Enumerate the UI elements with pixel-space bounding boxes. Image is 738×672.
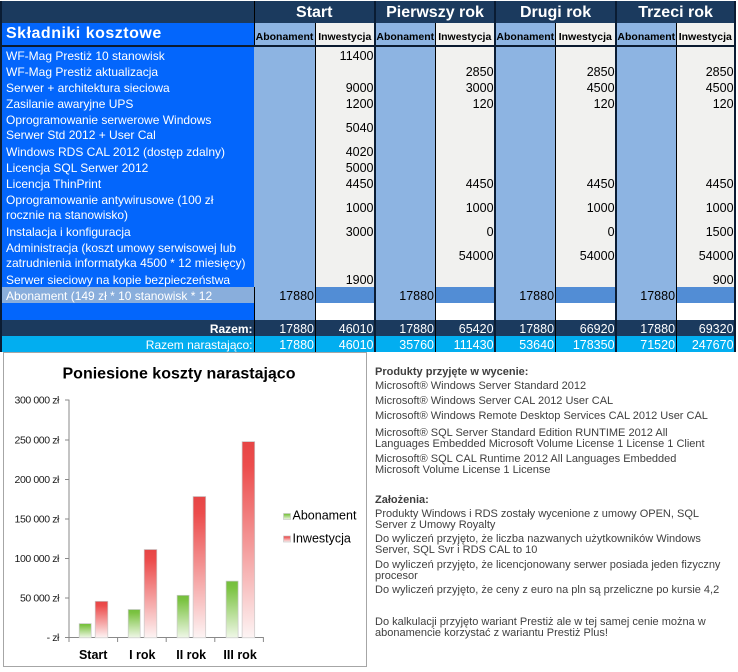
svg-text:Inwestycja: Inwestycja [293, 532, 351, 546]
svg-text:I rok: I rok [129, 648, 155, 662]
svg-text:III rok: III rok [223, 648, 256, 662]
svg-text:Poniesione koszty narastająco: Poniesione koszty narastająco [63, 366, 296, 383]
svg-text:200 000 zł: 200 000 zł [15, 474, 61, 486]
svg-text:50 000 zł: 50 000 zł [20, 593, 60, 605]
svg-text:100 000 zł: 100 000 zł [15, 553, 61, 565]
svg-text:250 000 zł: 250 000 zł [15, 435, 61, 447]
svg-text:300 000 zł: 300 000 zł [15, 395, 61, 407]
svg-text:- zł: - zł [47, 632, 60, 644]
svg-text:Abonament: Abonament [293, 509, 357, 523]
svg-text:II rok: II rok [176, 648, 206, 662]
svg-text:Start: Start [79, 648, 108, 662]
svg-text:150 000 zł: 150 000 zł [15, 514, 61, 526]
